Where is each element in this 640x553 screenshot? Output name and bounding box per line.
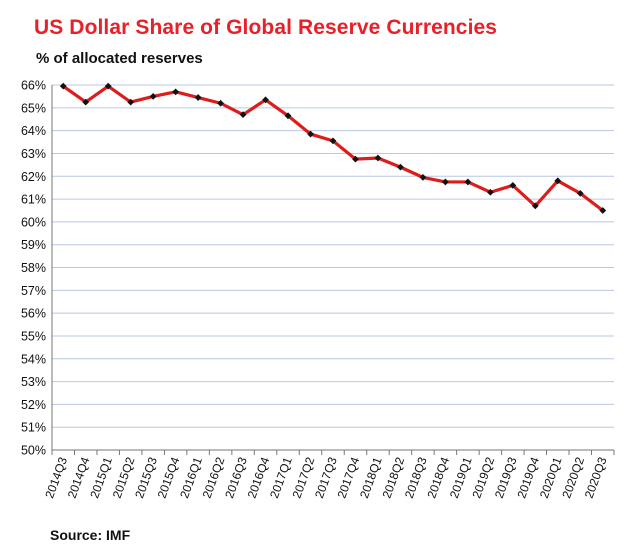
y-tick-label: 55% — [21, 329, 46, 343]
data-point — [442, 178, 449, 186]
gridlines — [52, 84, 614, 428]
y-tick-label: 60% — [21, 215, 46, 229]
y-tick-label: 52% — [21, 398, 46, 412]
data-point — [397, 163, 404, 171]
data-point — [374, 154, 382, 162]
y-tick-label: 50% — [21, 444, 46, 458]
data-point — [104, 82, 112, 90]
data-point — [194, 94, 202, 101]
data-point — [82, 98, 90, 106]
data-point — [262, 96, 269, 104]
y-tick-label: 64% — [21, 124, 46, 138]
data-point — [509, 181, 517, 189]
data-point — [419, 173, 427, 181]
y-tick-label: 58% — [21, 261, 46, 275]
data-point — [127, 98, 135, 106]
data-point — [307, 130, 314, 138]
data-point — [172, 88, 180, 96]
chart-subtitle: % of allocated reserves — [36, 50, 203, 67]
y-axis-ticks: 50% 51% 52% 53% 54% 55% 56% 57% 58% 59% 60% 61% 62% 6… — [21, 79, 46, 458]
data-point — [464, 178, 472, 186]
data-point — [599, 207, 607, 214]
y-tick-label: 59% — [21, 238, 46, 252]
series-line-group — [61, 84, 605, 213]
y-tick-label: 63% — [21, 147, 46, 161]
y-tick-label: 53% — [21, 375, 46, 389]
data-point — [329, 137, 337, 145]
data-point — [486, 188, 494, 196]
data-point — [531, 202, 539, 210]
y-tick-label: 65% — [21, 101, 46, 115]
data-point — [352, 155, 359, 163]
axes — [51, 85, 615, 455]
y-tick-label: 62% — [21, 170, 46, 184]
y-tick-label: 66% — [21, 79, 46, 93]
data-point — [149, 93, 157, 100]
data-markers — [59, 82, 607, 214]
data-point — [554, 177, 562, 185]
y-tick-label: 57% — [21, 284, 46, 298]
chart-title: US Dollar Share of Global Reserve Curren… — [34, 16, 498, 39]
series-line — [61, 84, 605, 213]
data-point — [59, 82, 67, 90]
data-point — [284, 112, 292, 120]
x-axis-ticks: 2014Q32014Q42015Q12015Q22015Q32015Q42016… — [42, 455, 609, 500]
data-point — [239, 111, 247, 119]
y-tick-label: 54% — [21, 352, 46, 366]
data-point — [217, 99, 224, 107]
y-tick-label: 56% — [21, 307, 46, 321]
y-tick-label: 61% — [21, 193, 46, 207]
y-tick-label: 51% — [21, 421, 46, 435]
source-note: Source: IMF — [50, 527, 131, 543]
data-point — [576, 189, 584, 197]
